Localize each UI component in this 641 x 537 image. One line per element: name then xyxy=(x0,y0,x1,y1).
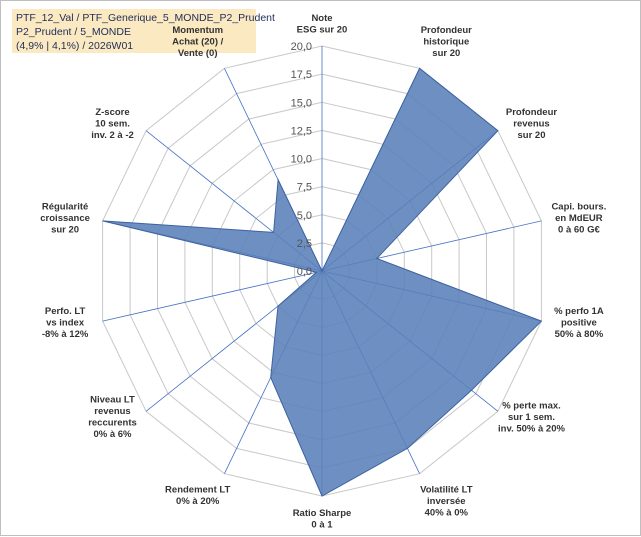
tick-label-4: 10,0 xyxy=(291,154,312,166)
axis-label-10-line-1: vs index xyxy=(46,318,85,329)
axis-label-9-line-3: 0% à 6% xyxy=(93,429,132,440)
axis-label-9-line-2: reccurents xyxy=(88,418,137,429)
axis-label-6-line-2: 40% à 0% xyxy=(425,508,469,519)
tick-label-1: 2,5 xyxy=(297,238,312,250)
tick-label-3: 7,5 xyxy=(297,182,312,194)
axis-label-3-line-1: en MdEUR xyxy=(555,213,603,224)
axis-label-13-line-1: Achat (20) / xyxy=(172,36,224,47)
tick-label-5: 12,5 xyxy=(291,125,312,137)
tick-label-0: 0,0 xyxy=(297,266,312,278)
axis-label-13-line-2: Vente (0) xyxy=(178,48,218,59)
tick-label-2: 5,0 xyxy=(297,210,312,222)
axis-label-3-line-2: 0 à 60 G€ xyxy=(558,225,600,236)
axis-label-1-line-1: historique xyxy=(423,36,469,47)
axis-label-12-line-2: inv. 2 à -2 xyxy=(91,130,134,141)
axis-label-7-line-0: Ratio Sharpe xyxy=(293,508,352,519)
axis-label-10-line-0: Perfo. LT xyxy=(45,306,86,317)
axis-label-4-line-2: 50% à 80% xyxy=(555,329,604,340)
axis-label-3-line-0: Capi. bours. xyxy=(551,202,606,213)
axis-label-9-line-1: revenus xyxy=(94,406,130,417)
axis-label-0-line-0: Note xyxy=(311,13,332,24)
axis-label-9-line-0: Niveau LT xyxy=(90,395,135,406)
axis-label-5-line-1: sur 1 sem. xyxy=(508,412,555,423)
axis-label-12-line-0: Z-score xyxy=(95,107,129,118)
axis-label-4-line-0: % perfo 1A xyxy=(554,306,604,317)
axis-label-7-line-1: 0 à 1 xyxy=(311,520,333,531)
axis-label-10-line-2: -8% à 12% xyxy=(42,329,89,340)
axis-label-6-line-0: Volatilité LT xyxy=(420,485,473,496)
axis-label-11-line-1: croissance xyxy=(40,213,90,224)
axis-label-12-line-1: 10 sem. xyxy=(95,119,130,130)
axis-label-1-line-0: Profondeur xyxy=(421,25,472,36)
axis-label-1-line-2: sur 20 xyxy=(432,48,460,59)
axis-label-8-line-1: 0% à 20% xyxy=(176,496,220,507)
axis-label-13-line-0: Momentum xyxy=(172,25,223,36)
tick-label-7: 17,5 xyxy=(291,69,312,81)
axis-label-6-line-1: inversée xyxy=(427,496,466,507)
tick-label-6: 15,0 xyxy=(291,97,312,109)
axis-label-0-line-1: ESG sur 20 xyxy=(297,25,348,36)
axis-label-5-line-2: inv. 50% à 20% xyxy=(498,423,565,434)
axis-label-2-line-2: sur 20 xyxy=(518,130,546,141)
axis-label-11-line-0: Régularité xyxy=(42,202,88,213)
axis-label-11-line-2: sur 20 xyxy=(51,225,79,236)
axis-label-4-line-1: positive xyxy=(561,318,597,329)
axis-label-5-line-0: % perte max. xyxy=(502,400,561,411)
axis-label-2-line-0: Profondeur xyxy=(506,107,557,118)
axis-label-8-line-0: Rendement LT xyxy=(165,485,230,496)
axis-label-2-line-1: revenus xyxy=(513,119,549,130)
tick-label-8: 20,0 xyxy=(291,41,312,53)
